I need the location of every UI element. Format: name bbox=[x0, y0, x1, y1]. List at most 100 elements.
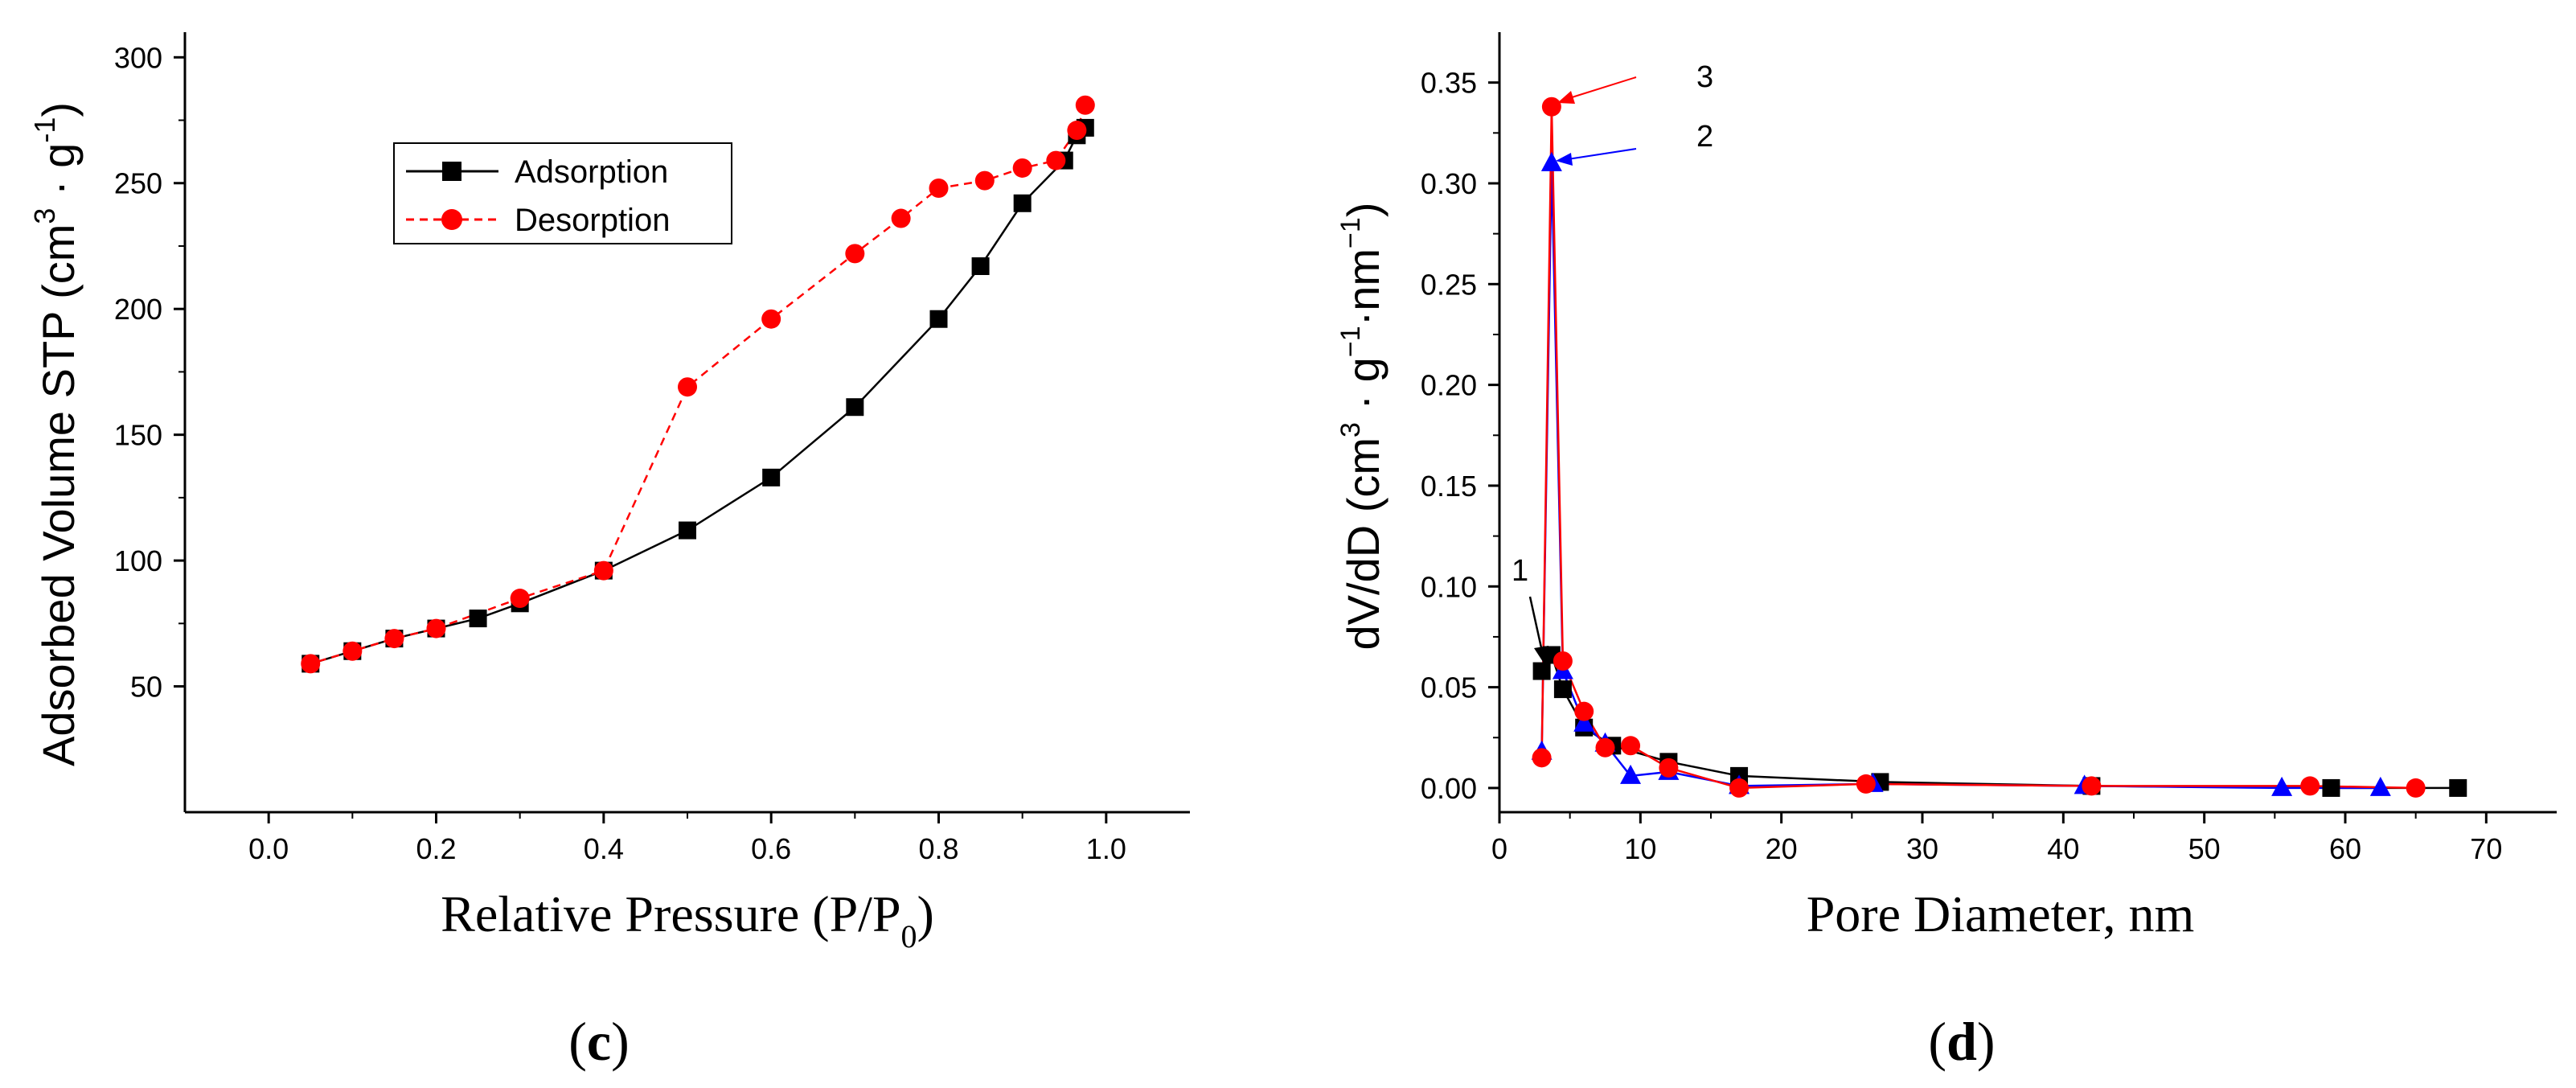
panel-d-ticks: 0 10 20 30 40 50 60 70 0.00 0.05 0.10 0.15 0.20 0.25 0… bbox=[1421, 67, 2502, 865]
legend-label-adsorption: Adsorption bbox=[515, 154, 668, 190]
panel-d-caption: (d) bbox=[1928, 1011, 1995, 1072]
data-point-desorption bbox=[845, 244, 865, 264]
legend-marker-adsorption bbox=[442, 162, 461, 181]
panel-c-y-tick-label: 100 bbox=[114, 544, 162, 577]
panel-d-x-tick-label: 10 bbox=[1624, 832, 1656, 865]
panel-d-ylabel: dV/dD (cm3 · g−1·nm−1) bbox=[1335, 203, 1388, 651]
data-point-desorption bbox=[593, 560, 613, 581]
data-point-2 bbox=[1620, 764, 1642, 784]
legend-label-desorption: Desorption bbox=[515, 203, 670, 238]
data-point-desorption bbox=[891, 208, 911, 228]
panel-d-markers bbox=[1531, 96, 2467, 798]
data-point-adsorption bbox=[929, 310, 948, 328]
data-point-3 bbox=[1621, 736, 1641, 756]
panel-c-markers bbox=[301, 95, 1095, 674]
data-point-3 bbox=[1574, 701, 1594, 721]
data-point-2 bbox=[2369, 776, 2391, 796]
data-point-adsorption bbox=[846, 398, 864, 417]
data-point-2 bbox=[2271, 776, 2293, 796]
panel-d-y-tick-label: 0.15 bbox=[1421, 470, 1477, 503]
data-point-1 bbox=[2449, 778, 2467, 797]
panel-c-series bbox=[310, 105, 1086, 665]
series-line-2 bbox=[1540, 162, 2381, 790]
series-line-3 bbox=[1540, 106, 2416, 790]
data-point-adsorption bbox=[1013, 194, 1032, 212]
data-point-desorption bbox=[301, 654, 321, 674]
data-point-adsorption bbox=[971, 257, 990, 275]
panel-c-caption: (c) bbox=[568, 1011, 630, 1072]
panel-d-y-tick-label: 0.05 bbox=[1421, 671, 1477, 704]
panel-c-y-tick-label: 50 bbox=[130, 671, 162, 704]
panel-c: 0.0 0.2 0.4 0.6 0.8 1.0 50 100 150 200 250 300 Adso… bbox=[28, 32, 1190, 1072]
panel-c-ylabel: Adsorbed Volume STP (cm3 · g-1) bbox=[28, 102, 84, 766]
data-point-3 bbox=[1541, 96, 1561, 117]
data-point-1 bbox=[1553, 680, 1572, 699]
panel-d-x-tick-label: 0 bbox=[1491, 832, 1507, 865]
data-point-adsorption bbox=[762, 468, 781, 487]
panel-c-x-tick-label: 0.4 bbox=[584, 832, 624, 865]
panel-d-y-tick-label: 0.25 bbox=[1421, 268, 1477, 301]
annotation-arrowhead-1 bbox=[1534, 646, 1548, 664]
data-point-desorption bbox=[1012, 158, 1032, 178]
panel-d-xlabel: Pore Diameter, nm bbox=[1807, 885, 2195, 942]
data-point-3 bbox=[1659, 757, 1679, 778]
panel-c-x-tick-label: 0.2 bbox=[416, 832, 456, 865]
data-point-desorption bbox=[1075, 95, 1095, 115]
panel-d-y-tick-label: 0.20 bbox=[1421, 369, 1477, 402]
panel-d-x-tick-label: 60 bbox=[2329, 832, 2361, 865]
panel-c-xlabel: Relative Pressure (P/P0) bbox=[441, 885, 934, 955]
data-point-3 bbox=[1729, 778, 1749, 798]
data-point-adsorption bbox=[469, 610, 487, 628]
annotation-arrow-1 bbox=[1528, 596, 1544, 652]
annotation-arrowhead-2 bbox=[1556, 153, 1573, 166]
data-point-desorption bbox=[384, 629, 404, 649]
data-point-1 bbox=[2322, 778, 2340, 797]
panel-d-y-tick-label: 0.00 bbox=[1421, 772, 1477, 805]
data-point-desorption bbox=[678, 377, 697, 397]
annotation-arrow-2 bbox=[1567, 148, 1637, 160]
data-point-2 bbox=[1573, 712, 1595, 732]
data-point-3 bbox=[1595, 737, 1615, 757]
data-point-desorption bbox=[974, 170, 995, 191]
panel-d-y-tick-label: 0.30 bbox=[1421, 167, 1477, 200]
data-point-desorption bbox=[929, 179, 949, 198]
annotation-label-3: 3 bbox=[1696, 60, 1713, 94]
panel-c-y-tick-label: 200 bbox=[114, 293, 162, 326]
panel-c-y-tick-label: 250 bbox=[114, 167, 162, 200]
panel-c-x-tick-label: 1.0 bbox=[1086, 832, 1126, 865]
data-point-3 bbox=[2082, 776, 2102, 796]
annotation-arrow-3 bbox=[1569, 76, 1637, 99]
panel-d-series bbox=[1540, 106, 2459, 790]
panel-d-x-tick-label: 20 bbox=[1766, 832, 1798, 865]
data-point-3 bbox=[1553, 651, 1573, 671]
series-line-desorption bbox=[310, 105, 1086, 665]
data-point-3 bbox=[1856, 774, 1876, 794]
data-point-desorption bbox=[1046, 150, 1066, 170]
data-point-3 bbox=[2300, 776, 2320, 796]
panel-c-y-tick-label: 150 bbox=[114, 419, 162, 452]
panel-c-ticks: 0.0 0.2 0.4 0.6 0.8 1.0 50 100 150 200 250 300 bbox=[114, 41, 1126, 865]
panel-d-annotations: 1 2 3 bbox=[1512, 60, 1713, 664]
data-point-desorption bbox=[761, 309, 781, 329]
panel-d-x-tick-label: 70 bbox=[2470, 832, 2502, 865]
panel-c-x-tick-label: 0.6 bbox=[751, 832, 791, 865]
data-point-1 bbox=[1532, 662, 1551, 680]
legend-marker-desorption bbox=[441, 209, 462, 230]
data-point-desorption bbox=[510, 589, 530, 609]
data-point-3 bbox=[1532, 748, 1552, 768]
series-line-1 bbox=[1540, 652, 2459, 790]
data-point-2 bbox=[1540, 151, 1562, 171]
panel-d-x-tick-label: 30 bbox=[1906, 832, 1938, 865]
annotation-label-1: 1 bbox=[1512, 554, 1528, 588]
data-point-desorption bbox=[1067, 121, 1087, 141]
panel-d-y-tick-label: 0.10 bbox=[1421, 570, 1477, 603]
panel-c-x-tick-label: 0.0 bbox=[248, 832, 289, 865]
data-point-desorption bbox=[343, 641, 363, 661]
annotation-label-2: 2 bbox=[1696, 120, 1713, 154]
panel-c-y-tick-label: 300 bbox=[114, 41, 162, 74]
panel-d-y-tick-label: 0.35 bbox=[1421, 67, 1477, 100]
panel-c-x-tick-label: 0.8 bbox=[918, 832, 958, 865]
data-point-desorption bbox=[426, 618, 446, 638]
data-point-adsorption bbox=[679, 521, 696, 540]
